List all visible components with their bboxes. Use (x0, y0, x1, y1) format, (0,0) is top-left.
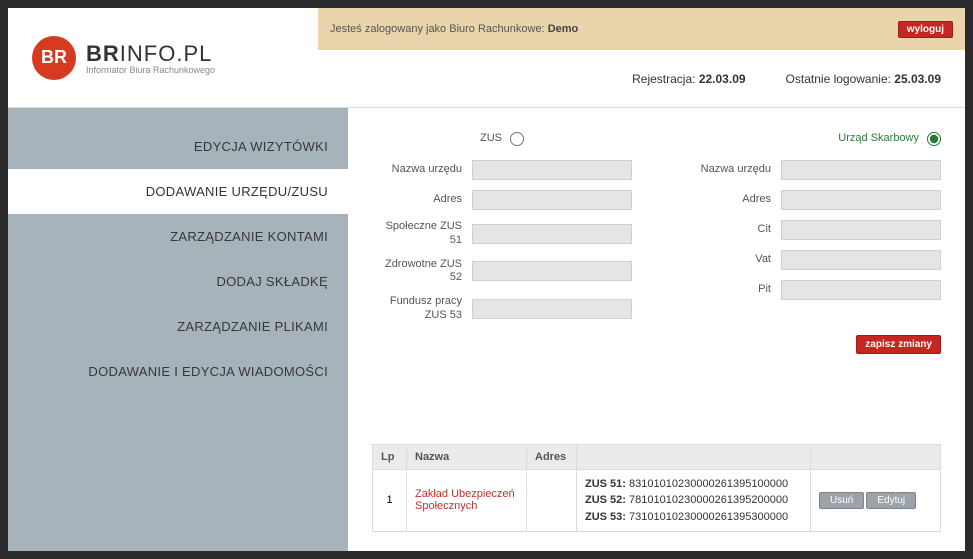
brand-bold: BR (86, 41, 120, 66)
us-radio-label[interactable]: Urząd Skarbowy (838, 132, 927, 146)
logo: BR BRINFO.PL Informator Biura Rachunkowe… (8, 8, 318, 107)
save-button[interactable]: zapisz zmiany (856, 335, 941, 354)
cell-lp: 1 (373, 469, 407, 532)
records-table: Lp Nazwa Adres 1 Zakład Ubezpieczeń Społ… (372, 444, 941, 533)
reg-label: Rejestracja: (632, 72, 699, 86)
zus-52-label: Zdrowotne ZUS 52 (372, 258, 472, 286)
us-cit-label: Cit (681, 223, 781, 237)
th-adres: Adres (527, 444, 577, 469)
zus-radio-label[interactable]: ZUS (480, 132, 510, 146)
zus-nazwa-label: Nazwa urzędu (372, 163, 472, 177)
form-zus: ZUS Nazwa urzędu Adres Społeczne ZU (372, 132, 632, 333)
delete-button[interactable]: Usuń (819, 492, 864, 509)
cell-nazwa[interactable]: Zakład Ubezpieczeń Społecznych (407, 469, 527, 532)
th-lp: Lp (373, 444, 407, 469)
us-cit-input[interactable] (781, 220, 941, 240)
lastlogin-value: 25.03.09 (894, 72, 941, 86)
us-pit-input[interactable] (781, 280, 941, 300)
zus-52-input[interactable] (472, 261, 632, 281)
edit-button[interactable]: Edytuj (866, 492, 916, 509)
cell-actions: UsuńEdytuj (811, 469, 941, 532)
sidebar-item-zarzadzanie-plikami[interactable]: ZARZĄDZANIE PLIKAMI (8, 304, 348, 349)
sidebar-item-dodaj-skladke[interactable]: DODAJ SKŁADKĘ (8, 259, 348, 304)
main-content: ZUS Nazwa urzędu Adres Społeczne ZU (348, 108, 965, 551)
th-accounts (577, 444, 811, 469)
meta-bar: Rejestracja: 22.03.09 Ostatnie logowanie… (318, 50, 965, 107)
logo-badge: BR (32, 36, 76, 80)
us-vat-input[interactable] (781, 250, 941, 270)
zus-53-input[interactable] (472, 299, 632, 319)
us-pit-label: Pit (681, 283, 781, 297)
cell-adres (527, 469, 577, 532)
sidebar-item-zarzadzanie-kontami[interactable]: ZARZĄDZANIE KONTAMI (8, 214, 348, 259)
us-nazwa-label: Nazwa urzędu (681, 163, 781, 177)
logout-button[interactable]: wyloguj (898, 21, 953, 38)
form-us: Urząd Skarbowy Nazwa urzędu Adres C (681, 132, 941, 333)
brand-thin: INFO.PL (120, 41, 213, 66)
us-nazwa-input[interactable] (781, 160, 941, 180)
zus-adres-input[interactable] (472, 190, 632, 210)
brand-subtitle: Informator Biura Rachunkowego (86, 65, 215, 75)
sidebar: EDYCJA WIZYTÓWKI DODAWANIE URZĘDU/ZUSU Z… (8, 108, 348, 551)
th-nazwa: Nazwa (407, 444, 527, 469)
sidebar-item-edycja-wizytowki[interactable]: EDYCJA WIZYTÓWKI (8, 124, 348, 169)
us-adres-label: Adres (681, 193, 781, 207)
reg-value: 22.03.09 (699, 72, 746, 86)
us-radio[interactable] (927, 132, 941, 146)
header: BR BRINFO.PL Informator Biura Rachunkowe… (8, 8, 965, 108)
cell-accounts: ZUS 51: 83101010230000261395100000 ZUS 5… (577, 469, 811, 532)
zus-53-label: Fundusz pracy ZUS 53 (372, 295, 472, 323)
th-actions (811, 444, 941, 469)
zus-nazwa-input[interactable] (472, 160, 632, 180)
zus-51-input[interactable] (472, 224, 632, 244)
login-prefix: Jesteś zalogowany jako Biuro Rachunkowe: (330, 23, 548, 35)
lastlogin-label: Ostatnie logowanie: (786, 72, 895, 86)
zus-radio[interactable] (510, 132, 524, 146)
logo-text: BRINFO.PL Informator Biura Rachunkowego (86, 41, 215, 75)
login-username: Demo (548, 23, 579, 35)
login-bar: Jesteś zalogowany jako Biuro Rachunkowe:… (318, 8, 965, 50)
table-row: 1 Zakład Ubezpieczeń Społecznych ZUS 51:… (373, 469, 941, 532)
zus-adres-label: Adres (372, 193, 472, 207)
sidebar-item-dodawanie-urzedu[interactable]: DODAWANIE URZĘDU/ZUSU (8, 169, 348, 214)
us-adres-input[interactable] (781, 190, 941, 210)
sidebar-item-dodawanie-wiadomosci[interactable]: DODAWANIE I EDYCJA WIADOMOŚCI (8, 349, 348, 394)
us-vat-label: Vat (681, 253, 781, 267)
zus-51-label: Społeczne ZUS 51 (372, 220, 472, 248)
